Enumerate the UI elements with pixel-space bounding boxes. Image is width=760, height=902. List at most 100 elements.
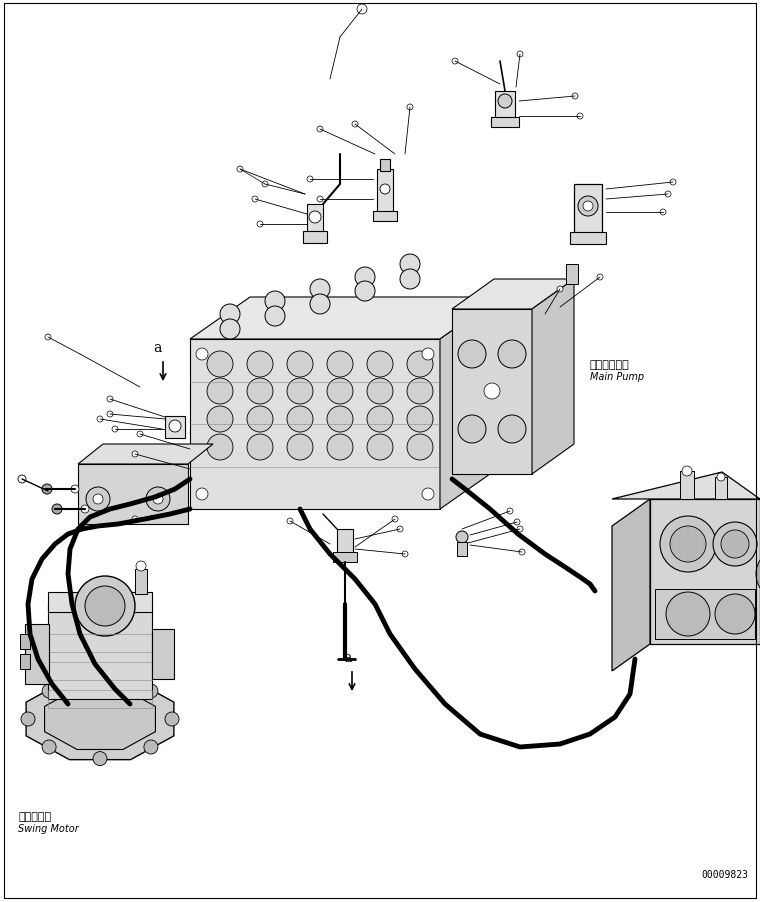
- Text: a: a: [153, 341, 161, 354]
- Circle shape: [247, 352, 273, 378]
- Text: Swing Motor: Swing Motor: [18, 824, 79, 833]
- Circle shape: [21, 713, 35, 726]
- Circle shape: [717, 474, 725, 482]
- Circle shape: [400, 254, 420, 275]
- Polygon shape: [612, 473, 760, 500]
- Circle shape: [407, 105, 413, 111]
- Circle shape: [484, 383, 500, 400]
- Circle shape: [107, 411, 113, 418]
- Circle shape: [367, 352, 393, 378]
- Circle shape: [247, 407, 273, 433]
- Circle shape: [71, 485, 79, 493]
- Polygon shape: [45, 689, 156, 750]
- Circle shape: [265, 291, 285, 312]
- Circle shape: [597, 275, 603, 281]
- Circle shape: [514, 520, 520, 526]
- Circle shape: [196, 348, 208, 361]
- Bar: [680, 472, 694, 500]
- Polygon shape: [190, 298, 500, 340]
- Circle shape: [458, 416, 486, 444]
- Circle shape: [257, 222, 263, 227]
- Circle shape: [715, 594, 755, 634]
- Circle shape: [355, 281, 375, 301]
- Circle shape: [380, 185, 390, 195]
- Bar: [373, 212, 397, 222]
- Text: 00009823: 00009823: [701, 869, 748, 879]
- Circle shape: [352, 122, 358, 128]
- Bar: [491, 118, 519, 128]
- Circle shape: [287, 379, 313, 405]
- Circle shape: [220, 319, 240, 340]
- Bar: [495, 92, 515, 120]
- Circle shape: [519, 549, 525, 556]
- Polygon shape: [440, 298, 500, 510]
- Circle shape: [247, 435, 273, 461]
- Circle shape: [355, 268, 375, 288]
- Circle shape: [207, 379, 233, 405]
- Bar: [20, 654, 30, 669]
- Bar: [48, 662, 152, 680]
- Circle shape: [97, 417, 103, 422]
- Bar: [152, 630, 174, 679]
- Circle shape: [367, 435, 393, 461]
- Bar: [574, 185, 602, 235]
- Circle shape: [572, 94, 578, 100]
- Polygon shape: [612, 500, 650, 671]
- Circle shape: [517, 52, 523, 58]
- Circle shape: [93, 751, 107, 766]
- Circle shape: [507, 509, 513, 514]
- Circle shape: [45, 335, 51, 341]
- Circle shape: [458, 341, 486, 369]
- Circle shape: [207, 407, 233, 433]
- Circle shape: [262, 182, 268, 188]
- Bar: [457, 542, 467, 557]
- Circle shape: [327, 379, 353, 405]
- Circle shape: [309, 212, 321, 224]
- Circle shape: [583, 202, 593, 212]
- Circle shape: [165, 713, 179, 726]
- Bar: [165, 417, 185, 438]
- Circle shape: [456, 531, 468, 543]
- Circle shape: [81, 505, 89, 513]
- Circle shape: [146, 487, 170, 511]
- Circle shape: [367, 379, 393, 405]
- Bar: [650, 500, 760, 644]
- Circle shape: [52, 504, 62, 514]
- Circle shape: [407, 407, 433, 433]
- Circle shape: [85, 586, 125, 626]
- Circle shape: [317, 197, 323, 203]
- Text: a: a: [343, 650, 351, 664]
- Circle shape: [670, 179, 676, 186]
- Bar: [135, 569, 147, 594]
- Circle shape: [287, 407, 313, 433]
- Circle shape: [86, 487, 110, 511]
- Circle shape: [756, 548, 760, 601]
- Circle shape: [207, 352, 233, 378]
- Circle shape: [252, 197, 258, 203]
- Bar: [380, 160, 390, 171]
- Circle shape: [136, 561, 146, 571]
- Polygon shape: [452, 280, 574, 309]
- Bar: [48, 690, 152, 708]
- Circle shape: [112, 427, 118, 433]
- Circle shape: [144, 685, 158, 698]
- Text: 旋回モータ: 旋回モータ: [18, 811, 51, 821]
- Bar: [20, 634, 30, 649]
- Circle shape: [660, 517, 716, 573]
- Circle shape: [357, 5, 367, 15]
- Circle shape: [220, 305, 240, 325]
- Circle shape: [327, 435, 353, 461]
- Circle shape: [265, 307, 285, 327]
- Bar: [377, 170, 393, 215]
- Circle shape: [93, 494, 103, 504]
- Circle shape: [327, 352, 353, 378]
- Text: メインポンプ: メインポンプ: [590, 360, 630, 370]
- Circle shape: [407, 379, 433, 405]
- Circle shape: [153, 494, 163, 504]
- Bar: [303, 232, 327, 244]
- Circle shape: [307, 177, 313, 183]
- Circle shape: [310, 280, 330, 299]
- Circle shape: [578, 197, 598, 216]
- Circle shape: [407, 435, 433, 461]
- Circle shape: [498, 95, 512, 109]
